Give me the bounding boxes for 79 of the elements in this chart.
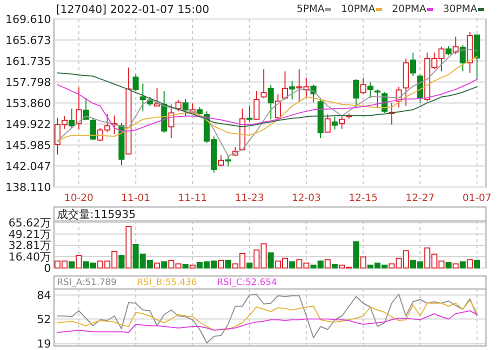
y-tick-label: 0 — [44, 262, 51, 275]
candlestick — [90, 117, 96, 141]
candlestick — [182, 98, 188, 117]
candlestick — [460, 44, 466, 72]
legend-label: 30PMA — [443, 4, 478, 15]
candlestick — [268, 84, 274, 120]
candlestick — [76, 86, 82, 130]
line-series — [57, 72, 478, 128]
bar — [353, 241, 360, 268]
bar — [225, 260, 232, 268]
x-tick-label: 10-20 — [64, 193, 94, 204]
y-tick-label: 84 — [37, 288, 51, 302]
candlestick — [282, 70, 288, 100]
candlestick — [132, 74, 139, 92]
candlestick — [246, 105, 252, 122]
y-tick-label: 32.81万 — [8, 239, 51, 252]
candlestick — [324, 114, 331, 134]
y-tick-label: 157.798 — [6, 76, 51, 89]
bar — [332, 264, 338, 268]
candlestick — [374, 88, 380, 108]
y-tick-label: 138.110 — [6, 180, 51, 194]
bar — [161, 261, 168, 268]
y-tick-label: 65.62万 — [8, 216, 51, 230]
x-tick-label: 12-03 — [292, 193, 321, 204]
x-tick-label: 01-07 — [462, 193, 492, 204]
y-tick-label: 169.610 — [6, 12, 51, 26]
y-tick-label: 49.21万 — [8, 228, 51, 241]
bar — [460, 261, 466, 268]
y-tick-label: 145.985 — [6, 138, 51, 152]
bar — [446, 262, 452, 268]
bar — [246, 262, 252, 268]
candlestick — [289, 80, 296, 100]
chart-title: 成交量:115935 — [57, 208, 136, 221]
candlestick — [175, 100, 182, 112]
candlestick — [446, 46, 452, 56]
x-tick-label: 11-11 — [178, 193, 208, 204]
y-tick-label: 52 — [37, 312, 51, 326]
x-tick-label: 11-23 — [234, 193, 264, 204]
y-tick-label: 19 — [37, 338, 51, 350]
y-tick-label: 149.922 — [6, 118, 51, 131]
candlestick — [218, 154, 224, 167]
x-tick-label: 12-27 — [406, 193, 435, 204]
text: RSI_B:55.436 — [137, 278, 198, 288]
line-series — [57, 300, 478, 331]
bar — [474, 260, 480, 268]
legend-label: 5PMA — [296, 4, 325, 15]
candlestick — [353, 78, 360, 108]
candlestick — [474, 34, 480, 80]
legend-label: 20PMA — [392, 4, 426, 15]
line-series — [57, 294, 478, 344]
candlestick — [410, 52, 416, 77]
bar — [289, 261, 296, 268]
bar — [268, 252, 274, 268]
x-tick-label: 12-15 — [348, 193, 378, 204]
candlestick — [225, 156, 232, 167]
text: RSI_C:52.654 — [217, 278, 278, 288]
y-tick-label: 16.40万 — [8, 250, 51, 264]
candlestick — [367, 82, 374, 98]
line-series — [57, 310, 478, 333]
candlestick — [332, 116, 338, 130]
chart-title: [127040] 2022-01-07 15:00 — [56, 3, 210, 16]
candlestick — [360, 77, 366, 95]
y-tick-label: 165.673 — [6, 34, 51, 47]
candlestick — [338, 116, 345, 130]
bar — [68, 261, 75, 268]
candlestick — [196, 106, 203, 117]
text: RSI_A:51.789 — [57, 278, 117, 288]
candlestick — [154, 87, 160, 108]
legend-label: 10PMA — [341, 4, 376, 15]
candlestick — [260, 68, 267, 98]
candlestick — [274, 94, 281, 120]
candlestick — [68, 108, 75, 128]
y-tick-label: 153.860 — [6, 96, 51, 110]
y-tick-label: 142.047 — [6, 160, 51, 173]
bar — [118, 255, 124, 268]
x-tick-label: 11-01 — [121, 193, 150, 204]
y-tick-label: 161.735 — [6, 54, 51, 68]
bar — [182, 264, 188, 268]
candlestick — [254, 90, 260, 120]
